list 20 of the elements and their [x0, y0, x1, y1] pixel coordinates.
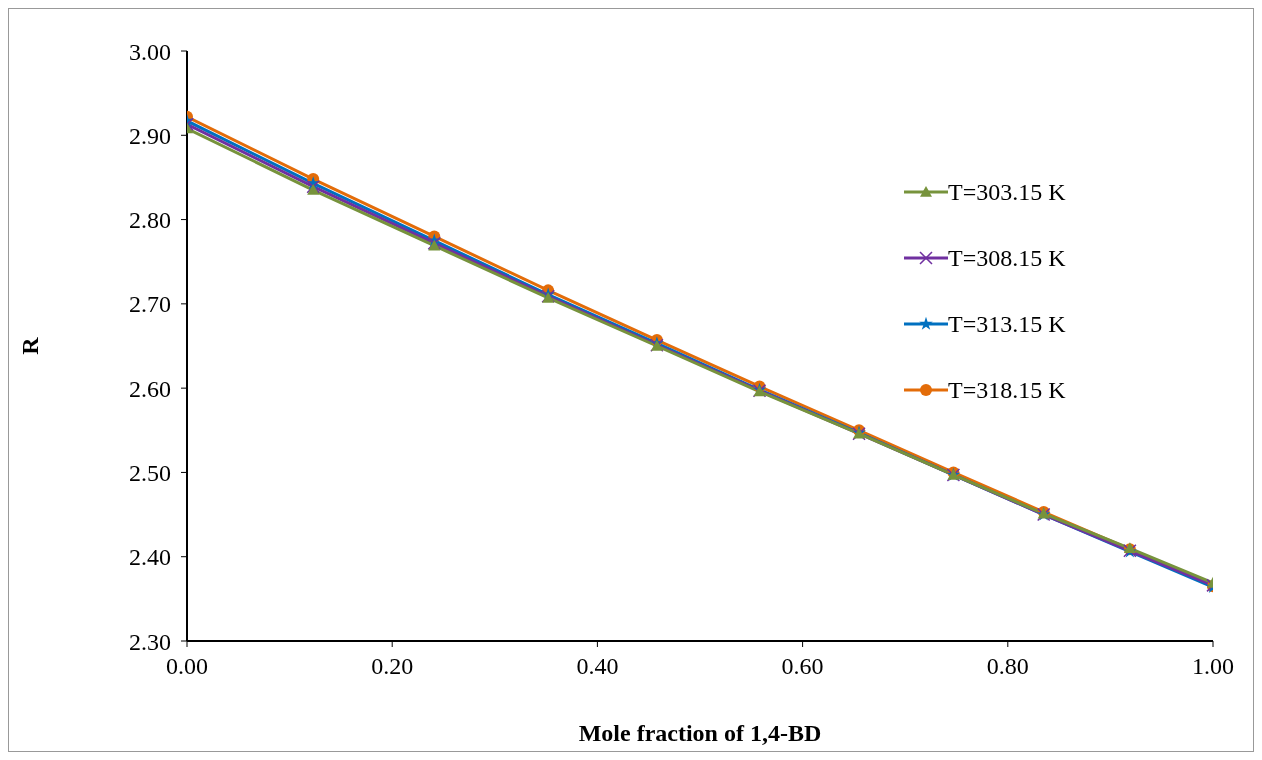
legend-label: T=313.15 K — [948, 310, 1066, 338]
x-tick-label: 0.80 — [986, 653, 1029, 680]
x-tick-label: 0.00 — [166, 653, 208, 680]
y-tick-label: 2.40 — [129, 544, 171, 571]
y-tick-label: 2.60 — [129, 375, 171, 402]
legend-label: T=318.15 K — [948, 376, 1066, 404]
y-tick-label: 2.70 — [129, 291, 171, 318]
y-axis-title: R — [16, 336, 43, 355]
y-tick-label: 2.90 — [129, 122, 171, 149]
x-tick-label: 0.20 — [371, 653, 414, 680]
legend-label: T=308.15 K — [948, 244, 1066, 272]
y-tick-label: 2.80 — [129, 207, 171, 234]
y-tick-label: 2.30 — [129, 628, 171, 655]
x-tick-label: 0.60 — [781, 653, 824, 680]
x-axis-title: Mole fraction of 1,4-BD — [578, 720, 822, 746]
y-tick-label: 3.00 — [129, 38, 171, 65]
x-tick-label: 0.40 — [576, 653, 619, 680]
legend-label: T=303.15 K — [948, 178, 1066, 206]
y-tick-label: 2.50 — [129, 459, 171, 486]
x-tick-label: 1.00 — [1192, 653, 1234, 680]
